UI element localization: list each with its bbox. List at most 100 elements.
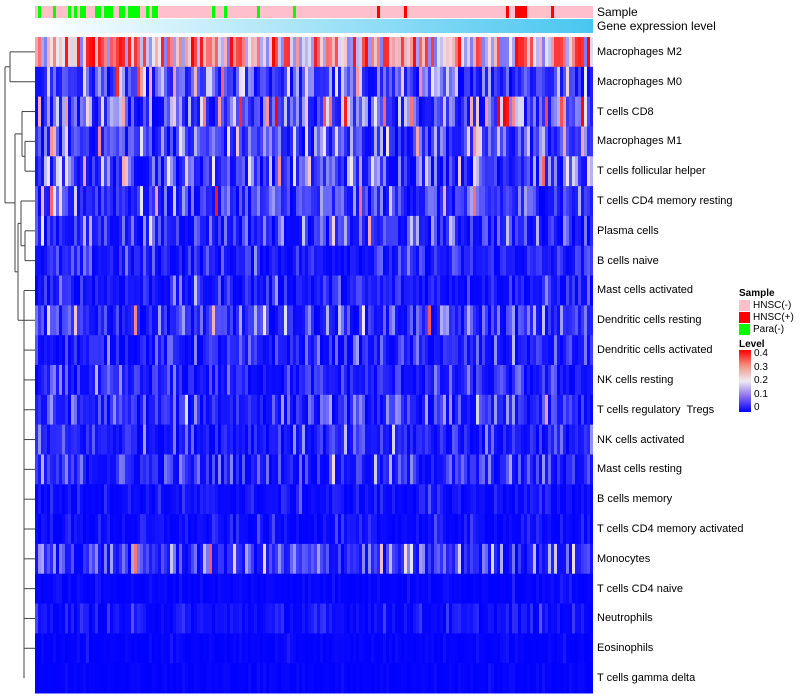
heatmap-cell: [590, 186, 593, 217]
heatmap-cell: [62, 305, 65, 336]
sample-annotation-cell: [224, 6, 227, 18]
sample-annotation-cell: [398, 6, 401, 18]
heatmap-cell: [476, 156, 479, 187]
heatmap-cell: [233, 394, 236, 426]
heatmap-cell: [578, 186, 581, 217]
heatmap-cell: [62, 365, 65, 396]
heatmap-cell: [77, 484, 80, 515]
heatmap-cell: [80, 186, 83, 217]
heatmap-cell: [80, 603, 83, 634]
gene-expression-annotation-cell: [101, 19, 104, 33]
sample-annotation-cell: [392, 6, 395, 18]
heatmap-cell: [548, 275, 551, 306]
heatmap-cell: [236, 633, 239, 664]
heatmap-cell: [422, 156, 425, 187]
heatmap-cell: [461, 186, 464, 217]
heatmap-cell: [281, 603, 284, 634]
heatmap-cell: [221, 663, 224, 694]
heatmap-cell: [371, 305, 374, 336]
gene-expression-annotation-cell: [74, 19, 77, 33]
heatmap-cell: [485, 215, 488, 247]
heatmap-cell: [437, 215, 440, 247]
heatmap-cell: [149, 275, 152, 306]
heatmap-cell: [347, 215, 350, 247]
heatmap-cell: [152, 245, 155, 276]
heatmap-cell: [140, 126, 143, 157]
gene-expression-annotation-cell: [482, 19, 485, 33]
heatmap-cell: [116, 126, 119, 157]
heatmap-cell: [581, 66, 584, 98]
gene-expression-annotation-cell: [533, 19, 536, 33]
heatmap-cell: [287, 245, 290, 276]
heatmap-cell: [86, 573, 89, 604]
heatmap-cell: [173, 394, 176, 426]
heatmap-cell: [449, 305, 452, 336]
heatmap-cell: [347, 484, 350, 515]
heatmap-cell: [47, 305, 50, 336]
heatmap-cell: [266, 514, 269, 545]
heatmap-cell: [506, 573, 509, 604]
heatmap-cell: [452, 454, 455, 485]
heatmap-cell: [134, 215, 137, 247]
heatmap-cell: [65, 156, 68, 187]
heatmap-cell: [68, 245, 71, 276]
heatmap-cell: [584, 573, 587, 604]
heatmap-cell: [368, 186, 371, 217]
heatmap-cell: [83, 156, 86, 187]
heatmap-cell: [107, 514, 110, 545]
heatmap-cell: [44, 603, 47, 634]
heatmap-cell: [440, 66, 443, 98]
heatmap-cell: [536, 126, 539, 157]
heatmap-cell: [278, 663, 281, 694]
heatmap-cell: [329, 37, 332, 68]
heatmap-cell: [572, 603, 575, 634]
heatmap-cell: [194, 365, 197, 396]
heatmap-cell: [83, 275, 86, 306]
heatmap-cell: [146, 335, 149, 366]
heatmap-cell: [527, 96, 530, 127]
heatmap-cell: [47, 275, 50, 306]
heatmap-cell: [245, 663, 248, 694]
heatmap-cell: [431, 514, 434, 545]
heatmap-cell: [494, 305, 497, 336]
gene-expression-annotation-cell: [419, 19, 422, 33]
heatmap-cell: [545, 245, 548, 276]
heatmap-cell: [380, 514, 383, 545]
heatmap-cell: [83, 394, 86, 426]
heatmap-cell: [527, 663, 530, 694]
heatmap-cell: [101, 663, 104, 694]
heatmap-cell: [311, 394, 314, 426]
heatmap-cell: [86, 126, 89, 157]
heatmap-cell: [236, 663, 239, 694]
heatmap-cell: [128, 275, 131, 306]
heatmap-cell: [287, 156, 290, 187]
heatmap-cell: [305, 335, 308, 366]
heatmap-cell: [59, 514, 62, 545]
heatmap-cell: [197, 543, 200, 575]
heatmap-cell: [92, 573, 95, 604]
heatmap-cell: [431, 484, 434, 515]
heatmap-cell: [572, 394, 575, 426]
sample-annotation-cell: [161, 6, 164, 18]
heatmap-cell: [269, 573, 272, 604]
heatmap-cell: [353, 424, 356, 455]
heatmap-cell: [107, 305, 110, 336]
heatmap-cell: [134, 245, 137, 276]
heatmap-cell: [314, 573, 317, 604]
heatmap-cell: [182, 305, 185, 336]
heatmap-cell: [524, 66, 527, 98]
heatmap-cell: [152, 305, 155, 336]
heatmap-cell: [449, 126, 452, 157]
heatmap-cell: [296, 156, 299, 187]
heatmap-cell: [557, 186, 560, 217]
heatmap-cell: [488, 663, 491, 694]
heatmap-cell: [452, 66, 455, 98]
heatmap-cell: [392, 514, 395, 545]
heatmap-cell: [113, 126, 116, 157]
heatmap-cell: [362, 245, 365, 276]
heatmap-cell: [323, 335, 326, 366]
heatmap-cell: [104, 663, 107, 694]
heatmap-cell: [128, 633, 131, 664]
heatmap-cell: [131, 543, 134, 575]
heatmap-cell: [545, 514, 548, 545]
